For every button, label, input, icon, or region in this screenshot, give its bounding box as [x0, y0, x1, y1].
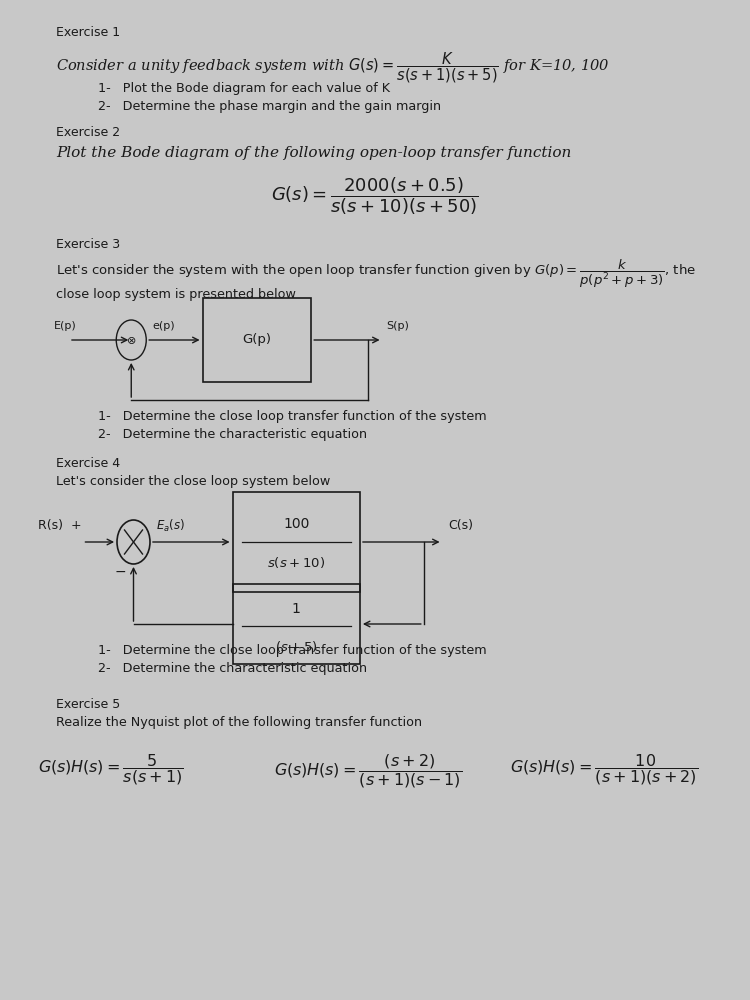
- Text: Exercise 4: Exercise 4: [56, 457, 120, 470]
- Text: Let's consider the system with the open loop transfer function given by $G(p)=\d: Let's consider the system with the open …: [56, 258, 696, 290]
- Bar: [202, 298, 311, 382]
- Text: 2-   Determine the characteristic equation: 2- Determine the characteristic equation: [98, 662, 367, 675]
- Text: 2-   Determine the phase margin and the gain margin: 2- Determine the phase margin and the ga…: [98, 100, 441, 113]
- Text: $E_a(s)$: $E_a(s)$: [156, 518, 185, 534]
- Text: $G(s) = \dfrac{2000(s+0.5)}{s(s+10)(s+50)}$: $G(s) = \dfrac{2000(s+0.5)}{s(s+10)(s+50…: [272, 175, 478, 217]
- Text: $G(s)H(s) = \dfrac{10}{(s+1)(s+2)}$: $G(s)H(s) = \dfrac{10}{(s+1)(s+2)}$: [510, 752, 698, 787]
- Text: S(p): S(p): [386, 321, 410, 331]
- Text: 1-   Determine the close loop transfer function of the system: 1- Determine the close loop transfer fun…: [98, 644, 486, 657]
- Text: Exercise 1: Exercise 1: [56, 26, 120, 39]
- Text: close loop system is presented below: close loop system is presented below: [56, 288, 296, 301]
- Text: 1-   Determine the close loop transfer function of the system: 1- Determine the close loop transfer fun…: [98, 410, 486, 423]
- Text: G(p): G(p): [242, 334, 272, 347]
- Text: 2-   Determine the characteristic equation: 2- Determine the characteristic equation: [98, 428, 367, 441]
- Text: 100: 100: [283, 517, 310, 531]
- Text: 1-   Plot the Bode diagram for each value of K: 1- Plot the Bode diagram for each value …: [98, 82, 389, 95]
- Text: E(p): E(p): [54, 321, 76, 331]
- Text: $(s+5)$: $(s+5)$: [274, 639, 318, 654]
- Bar: [232, 492, 360, 592]
- Text: Exercise 2: Exercise 2: [56, 126, 120, 139]
- Text: $s(s+10)$: $s(s+10)$: [267, 554, 326, 570]
- Text: Exercise 5: Exercise 5: [56, 698, 121, 711]
- Text: −: −: [114, 565, 126, 579]
- Bar: [232, 584, 360, 664]
- Text: $G(s)H(s) = \dfrac{(s+2)}{(s+1)(s-1)}$: $G(s)H(s) = \dfrac{(s+2)}{(s+1)(s-1)}$: [274, 752, 462, 790]
- Text: e(p): e(p): [152, 321, 175, 331]
- Text: Plot the Bode diagram of the following open-loop transfer function: Plot the Bode diagram of the following o…: [56, 146, 572, 160]
- Text: $\otimes$: $\otimes$: [126, 334, 136, 346]
- Text: Exercise 3: Exercise 3: [56, 238, 120, 251]
- Text: $G(s)H(s) = \dfrac{5}{s(s+1)}$: $G(s)H(s) = \dfrac{5}{s(s+1)}$: [38, 752, 183, 787]
- Text: Consider a unity feedback system with $G(s) = \dfrac{K}{s(s+1)(s+5)}$ for K=10, : Consider a unity feedback system with $G…: [56, 50, 610, 85]
- Text: R(s)  +: R(s) +: [38, 519, 81, 532]
- Text: 1: 1: [292, 602, 301, 616]
- Text: C(s): C(s): [448, 519, 473, 532]
- Text: Realize the Nyquist plot of the following transfer function: Realize the Nyquist plot of the followin…: [56, 716, 422, 729]
- Text: Let's consider the close loop system below: Let's consider the close loop system bel…: [56, 475, 331, 488]
